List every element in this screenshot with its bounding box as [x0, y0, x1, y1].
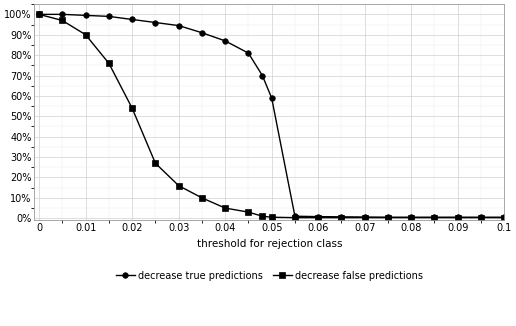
decrease true predictions — [315, 215, 321, 218]
decrease false predictions — [338, 216, 345, 220]
decrease true predictions — [408, 215, 414, 219]
decrease true predictions — [152, 21, 158, 24]
decrease false predictions — [129, 106, 135, 110]
decrease false predictions — [455, 216, 461, 220]
decrease false predictions — [36, 12, 42, 16]
decrease false predictions — [199, 196, 205, 200]
decrease false predictions — [362, 216, 368, 220]
decrease true predictions — [129, 18, 135, 22]
Line: decrease true predictions: decrease true predictions — [36, 12, 507, 220]
decrease false predictions — [152, 161, 158, 165]
decrease true predictions — [338, 215, 345, 219]
decrease true predictions — [245, 51, 251, 55]
decrease true predictions — [478, 215, 484, 219]
decrease false predictions — [175, 184, 182, 187]
decrease true predictions — [106, 14, 112, 18]
decrease true predictions — [259, 74, 265, 78]
decrease false predictions — [292, 216, 298, 220]
decrease true predictions — [222, 39, 228, 43]
decrease false predictions — [268, 215, 275, 219]
decrease false predictions — [245, 210, 251, 214]
decrease false predictions — [83, 33, 89, 37]
decrease false predictions — [431, 216, 438, 220]
decrease true predictions — [83, 13, 89, 17]
decrease false predictions — [385, 216, 391, 220]
Legend: decrease true predictions, decrease false predictions: decrease true predictions, decrease fals… — [112, 267, 427, 285]
X-axis label: threshold for rejection class: threshold for rejection class — [197, 239, 342, 249]
decrease false predictions — [222, 206, 228, 210]
decrease true predictions — [385, 215, 391, 219]
decrease false predictions — [259, 214, 265, 218]
decrease true predictions — [455, 215, 461, 219]
decrease true predictions — [362, 215, 368, 219]
decrease false predictions — [501, 216, 507, 220]
decrease true predictions — [268, 96, 275, 100]
decrease true predictions — [431, 215, 438, 219]
decrease true predictions — [59, 12, 66, 16]
decrease false predictions — [315, 216, 321, 220]
Line: decrease false predictions: decrease false predictions — [36, 12, 507, 220]
decrease false predictions — [408, 216, 414, 220]
decrease true predictions — [501, 215, 507, 219]
decrease false predictions — [106, 61, 112, 65]
decrease true predictions — [36, 12, 42, 16]
decrease false predictions — [478, 216, 484, 220]
decrease true predictions — [175, 23, 182, 27]
decrease true predictions — [199, 31, 205, 35]
decrease false predictions — [59, 19, 66, 22]
decrease true predictions — [292, 214, 298, 218]
